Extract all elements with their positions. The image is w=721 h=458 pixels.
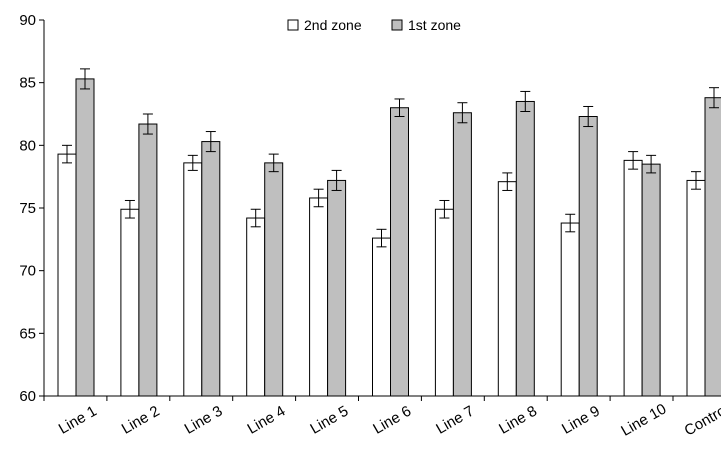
bar-zone2-9 [561, 223, 579, 396]
x-tick-label-6: Line 6 [370, 403, 414, 438]
legend: 2nd zone 1st zone [288, 17, 461, 33]
legend-label-1: 2nd zone [304, 17, 362, 33]
legend-label-2: 1st zone [408, 17, 461, 33]
y-tick-label-90: 90 [19, 12, 36, 29]
bar-zone1-10 [642, 164, 660, 396]
bar-zone2-1 [58, 154, 76, 396]
x-tick-label-4: Line 4 [245, 403, 289, 438]
bar-zone2-7 [435, 209, 453, 396]
x-tick-label-10: Line 10 [618, 400, 669, 439]
x-tick-label-9: Line 9 [559, 403, 603, 438]
x-tick-label-8: Line 8 [496, 403, 540, 438]
bar-zone2-10 [624, 160, 642, 396]
bar-zone1-6 [391, 108, 409, 396]
bar-zone1-8 [516, 101, 534, 396]
bars-layer [58, 69, 721, 396]
bar-zone2-8 [498, 182, 516, 396]
bar-zone1-1 [76, 79, 94, 396]
bar-zone2-2 [121, 209, 139, 396]
x-tick-label-1: Line 1 [56, 403, 100, 438]
bar-zone2-4 [247, 218, 265, 396]
bar-zone1-4 [265, 163, 283, 396]
y-tick-label-75: 75 [19, 200, 36, 217]
bar-zone2-11 [687, 180, 705, 396]
y-tick-label-85: 85 [19, 75, 36, 92]
bar-zone1-5 [328, 180, 346, 396]
y-tick-label-70: 70 [19, 263, 36, 280]
bar-zone1-3 [202, 142, 220, 396]
bar-zone2-3 [184, 163, 202, 396]
y-tick-label-80: 80 [19, 137, 36, 154]
bar-zone1-11 [705, 98, 721, 396]
legend-swatch-1 [288, 20, 298, 30]
bar-zone1-2 [139, 124, 157, 396]
bar-zone1-7 [453, 113, 471, 396]
bar-zone2-6 [373, 238, 391, 396]
y-tick-label-60: 60 [19, 388, 36, 405]
bar-zone1-9 [579, 117, 597, 396]
x-tick-label-7: Line 7 [433, 403, 477, 438]
x-tick-label-2: Line 2 [119, 403, 163, 438]
y-tick-label-65: 65 [19, 325, 36, 342]
x-tick-label-11: Control [682, 401, 721, 440]
x-tick-label-3: Line 3 [182, 403, 226, 438]
legend-swatch-2 [392, 20, 402, 30]
bar-zone2-5 [310, 198, 328, 396]
x-tick-label-5: Line 5 [307, 403, 351, 438]
